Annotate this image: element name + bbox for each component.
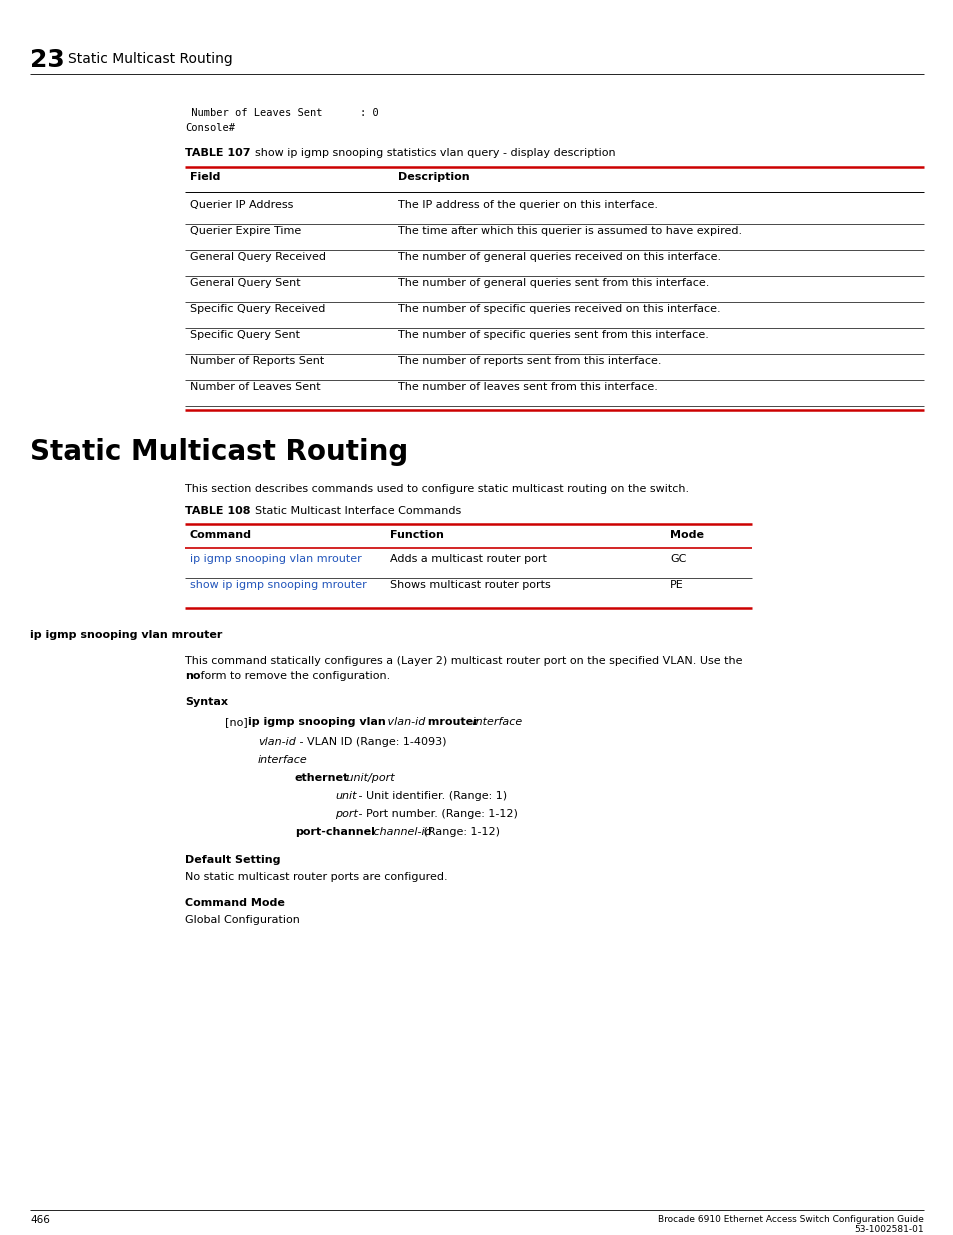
Text: ip igmp snooping vlan mrouter: ip igmp snooping vlan mrouter — [190, 555, 361, 564]
Text: Function: Function — [390, 530, 443, 540]
Text: channel-id: channel-id — [370, 827, 432, 837]
Text: ip igmp snooping vlan mrouter: ip igmp snooping vlan mrouter — [30, 630, 222, 640]
Text: Field: Field — [190, 172, 220, 182]
Text: 23: 23 — [30, 48, 65, 72]
Text: - Unit identifier. (Range: 1): - Unit identifier. (Range: 1) — [355, 790, 507, 802]
Text: Shows multicast router ports: Shows multicast router ports — [390, 580, 550, 590]
Text: Number of Leaves Sent: Number of Leaves Sent — [190, 382, 320, 391]
Text: The number of specific queries received on this interface.: The number of specific queries received … — [397, 304, 720, 314]
Text: unit: unit — [335, 790, 356, 802]
Text: port: port — [335, 809, 357, 819]
Text: Number of Reports Sent: Number of Reports Sent — [190, 356, 324, 366]
Text: show ip igmp snooping mrouter: show ip igmp snooping mrouter — [190, 580, 366, 590]
Text: The number of general queries received on this interface.: The number of general queries received o… — [397, 252, 720, 262]
Text: Specific Query Received: Specific Query Received — [190, 304, 325, 314]
Text: Static Multicast Interface Commands: Static Multicast Interface Commands — [248, 506, 460, 516]
Text: ip igmp snooping vlan: ip igmp snooping vlan — [248, 718, 385, 727]
Text: Global Configuration: Global Configuration — [185, 915, 299, 925]
Text: Static Multicast Routing: Static Multicast Routing — [68, 52, 233, 65]
Text: Number of Leaves Sent      : 0: Number of Leaves Sent : 0 — [185, 107, 378, 119]
Text: interface: interface — [469, 718, 521, 727]
Text: The number of leaves sent from this interface.: The number of leaves sent from this inte… — [397, 382, 658, 391]
Text: ethernet: ethernet — [294, 773, 349, 783]
Text: Console#: Console# — [185, 124, 234, 133]
Text: Adds a multicast router port: Adds a multicast router port — [390, 555, 546, 564]
Text: The time after which this querier is assumed to have expired.: The time after which this querier is ass… — [397, 226, 741, 236]
Text: Querier IP Address: Querier IP Address — [190, 200, 294, 210]
Text: form to remove the configuration.: form to remove the configuration. — [196, 671, 390, 680]
Text: vlan-id: vlan-id — [384, 718, 425, 727]
Text: 466: 466 — [30, 1215, 50, 1225]
Text: PE: PE — [669, 580, 683, 590]
Text: Static Multicast Routing: Static Multicast Routing — [30, 438, 408, 466]
Text: Command: Command — [190, 530, 252, 540]
Text: (Range: 1-12): (Range: 1-12) — [419, 827, 499, 837]
Text: This command statically configures a (Layer 2) multicast router port on the spec: This command statically configures a (La… — [185, 656, 741, 666]
Text: TABLE 108: TABLE 108 — [185, 506, 251, 516]
Text: unit/port: unit/port — [343, 773, 395, 783]
Text: - Port number. (Range: 1-12): - Port number. (Range: 1-12) — [355, 809, 517, 819]
Text: Command Mode: Command Mode — [185, 898, 285, 908]
Text: vlan-id: vlan-id — [257, 737, 295, 747]
Text: The number of general queries sent from this interface.: The number of general queries sent from … — [397, 278, 709, 288]
Text: Mode: Mode — [669, 530, 703, 540]
Text: show ip igmp snooping statistics vlan query - display description: show ip igmp snooping statistics vlan qu… — [248, 148, 615, 158]
Text: - VLAN ID (Range: 1-4093): - VLAN ID (Range: 1-4093) — [295, 737, 446, 747]
Text: Specific Query Sent: Specific Query Sent — [190, 330, 299, 340]
Text: Default Setting: Default Setting — [185, 855, 280, 864]
Text: Brocade 6910 Ethernet Access Switch Configuration Guide
53-1002581-01: Brocade 6910 Ethernet Access Switch Conf… — [658, 1215, 923, 1235]
Text: Syntax: Syntax — [185, 697, 228, 706]
Text: [no]: [no] — [225, 718, 251, 727]
Text: TABLE 107: TABLE 107 — [185, 148, 251, 158]
Text: No static multicast router ports are configured.: No static multicast router ports are con… — [185, 872, 447, 882]
Text: Description: Description — [397, 172, 469, 182]
Text: Querier Expire Time: Querier Expire Time — [190, 226, 301, 236]
Text: The number of reports sent from this interface.: The number of reports sent from this int… — [397, 356, 660, 366]
Text: The IP address of the querier on this interface.: The IP address of the querier on this in… — [397, 200, 658, 210]
Text: port-channel: port-channel — [294, 827, 375, 837]
Text: General Query Received: General Query Received — [190, 252, 326, 262]
Text: This section describes commands used to configure static multicast routing on th: This section describes commands used to … — [185, 484, 688, 494]
Text: The number of specific queries sent from this interface.: The number of specific queries sent from… — [397, 330, 708, 340]
Text: interface: interface — [257, 755, 308, 764]
Text: no: no — [185, 671, 200, 680]
Text: General Query Sent: General Query Sent — [190, 278, 300, 288]
Text: GC: GC — [669, 555, 685, 564]
Text: mrouter: mrouter — [423, 718, 478, 727]
